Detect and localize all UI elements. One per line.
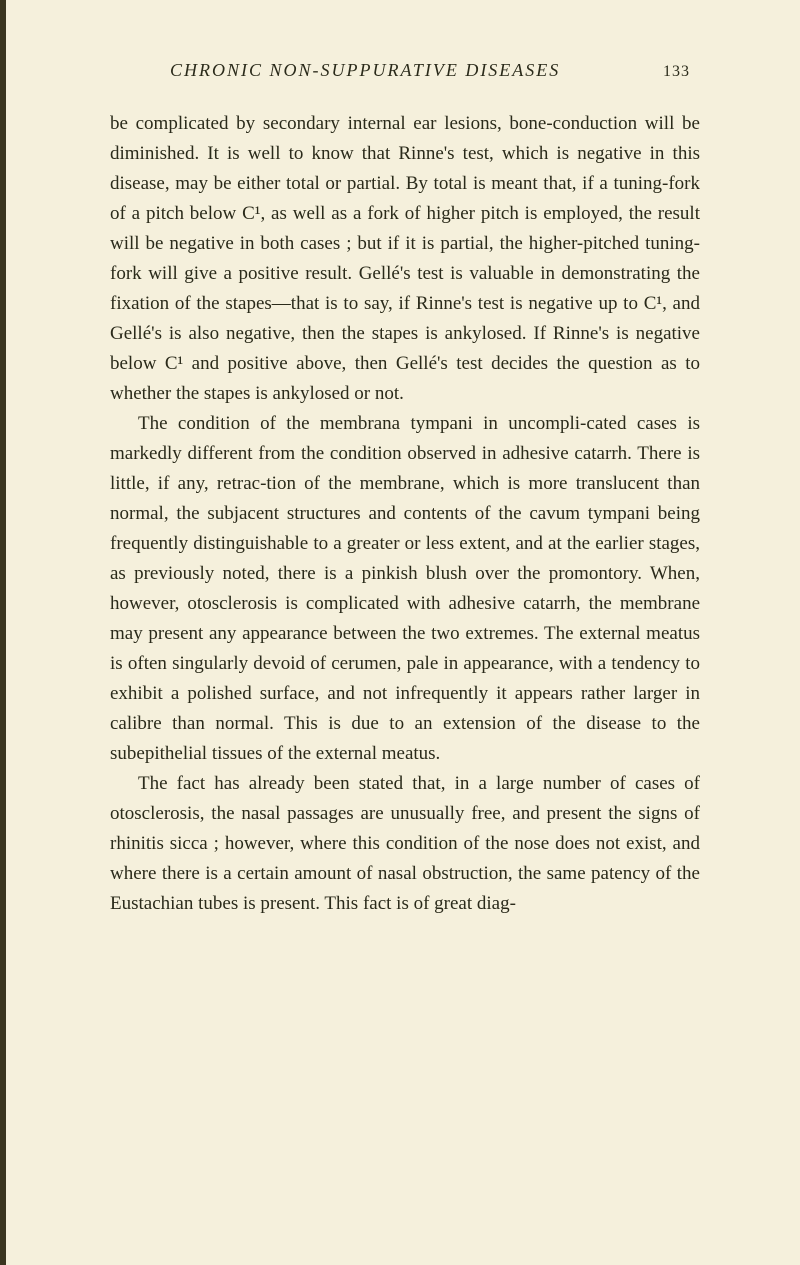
page-content: CHRONIC NON-SUPPURATIVE DISEASES 133 be … xyxy=(0,0,800,979)
body-text: be complicated by secondary internal ear… xyxy=(110,109,700,919)
paragraph-3: The fact has already been stated that, i… xyxy=(110,769,700,919)
header-title: CHRONIC NON-SUPPURATIVE DISEASES xyxy=(170,60,560,81)
page-header: CHRONIC NON-SUPPURATIVE DISEASES 133 xyxy=(110,60,700,81)
page-left-edge xyxy=(0,0,6,1265)
page-number: 133 xyxy=(663,63,690,81)
paragraph-1: be complicated by secondary internal ear… xyxy=(110,109,700,409)
paragraph-2: The condition of the membrana tympani in… xyxy=(110,409,700,769)
